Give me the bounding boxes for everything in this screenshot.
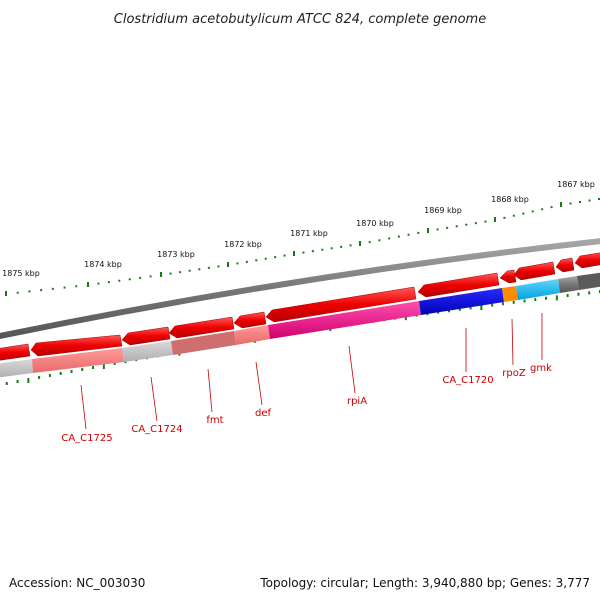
gene-forward-4 — [168, 316, 235, 339]
band-CA_C1720 — [419, 288, 504, 315]
gene-label-rpoZ: rpoZ — [502, 368, 526, 379]
gene-labels: CA_C1725 CA_C1724 fmt def rpiA CA_C1720 … — [61, 363, 552, 444]
gene-forward-3 — [121, 326, 171, 346]
gene-label-fmt: fmt — [206, 415, 223, 426]
gene-forward-2 — [30, 334, 123, 357]
band-rpiA — [268, 301, 421, 339]
gene-forward-11 — [574, 252, 600, 269]
genome-backbone — [0, 238, 600, 340]
forward-genes — [0, 252, 600, 361]
page-title: Clostridium acetobutylicum ATCC 824, com… — [114, 12, 486, 27]
band-fmt — [171, 331, 236, 355]
gene-label-rpiA: rpiA — [347, 396, 367, 407]
gene-forward-7 — [417, 272, 500, 298]
gene-label-CA_C1724: CA_C1724 — [131, 424, 182, 435]
kbp-label: 1869 kbp — [424, 206, 462, 215]
kbp-label: 1872 kbp — [224, 240, 262, 249]
kbp-label: 1873 kbp — [157, 250, 195, 259]
kbp-label: 1870 kbp — [356, 219, 394, 228]
genome-summary-text: Topology: circular; Length: 3,940,880 bp… — [259, 576, 590, 590]
band-grey-right-2 — [577, 272, 600, 290]
gene-forward-6 — [265, 286, 417, 323]
kbp-label: 1874 kbp — [84, 260, 122, 269]
gene-leader-lines — [80, 313, 543, 430]
band-grey-left — [0, 359, 33, 378]
band-grey-right-1 — [558, 276, 579, 293]
gene-forward-1 — [0, 343, 31, 361]
gene-forward-8 — [499, 269, 517, 284]
gene-label-gmk: gmk — [530, 363, 552, 374]
colored-gene-band — [0, 272, 600, 378]
gene-label-CA_C1720: CA_C1720 — [442, 375, 493, 386]
gene-label-def: def — [255, 408, 272, 419]
gene-label-CA_C1725: CA_C1725 — [61, 433, 112, 444]
band-def — [234, 325, 270, 345]
kbp-labels: 1875 kbp 1874 kbp 1873 kbp 1872 kbp 1871 kbp… — [2, 180, 595, 278]
kbp-label: 1875 kbp — [2, 269, 40, 278]
kbp-label: 1871 kbp — [290, 229, 328, 238]
gene-forward-9 — [513, 261, 556, 281]
band-rpoZ — [502, 286, 518, 302]
gene-forward-10 — [555, 257, 575, 273]
accession-text: Accession: NC_003030 — [9, 576, 145, 590]
kbp-label: 1867 kbp — [557, 180, 595, 189]
kbp-label: 1868 kbp — [491, 195, 529, 204]
band-CA_C1725 — [32, 348, 124, 373]
band-gmk — [516, 279, 560, 300]
band-CA_C1724 — [122, 341, 173, 362]
gene-forward-5 — [233, 311, 267, 329]
